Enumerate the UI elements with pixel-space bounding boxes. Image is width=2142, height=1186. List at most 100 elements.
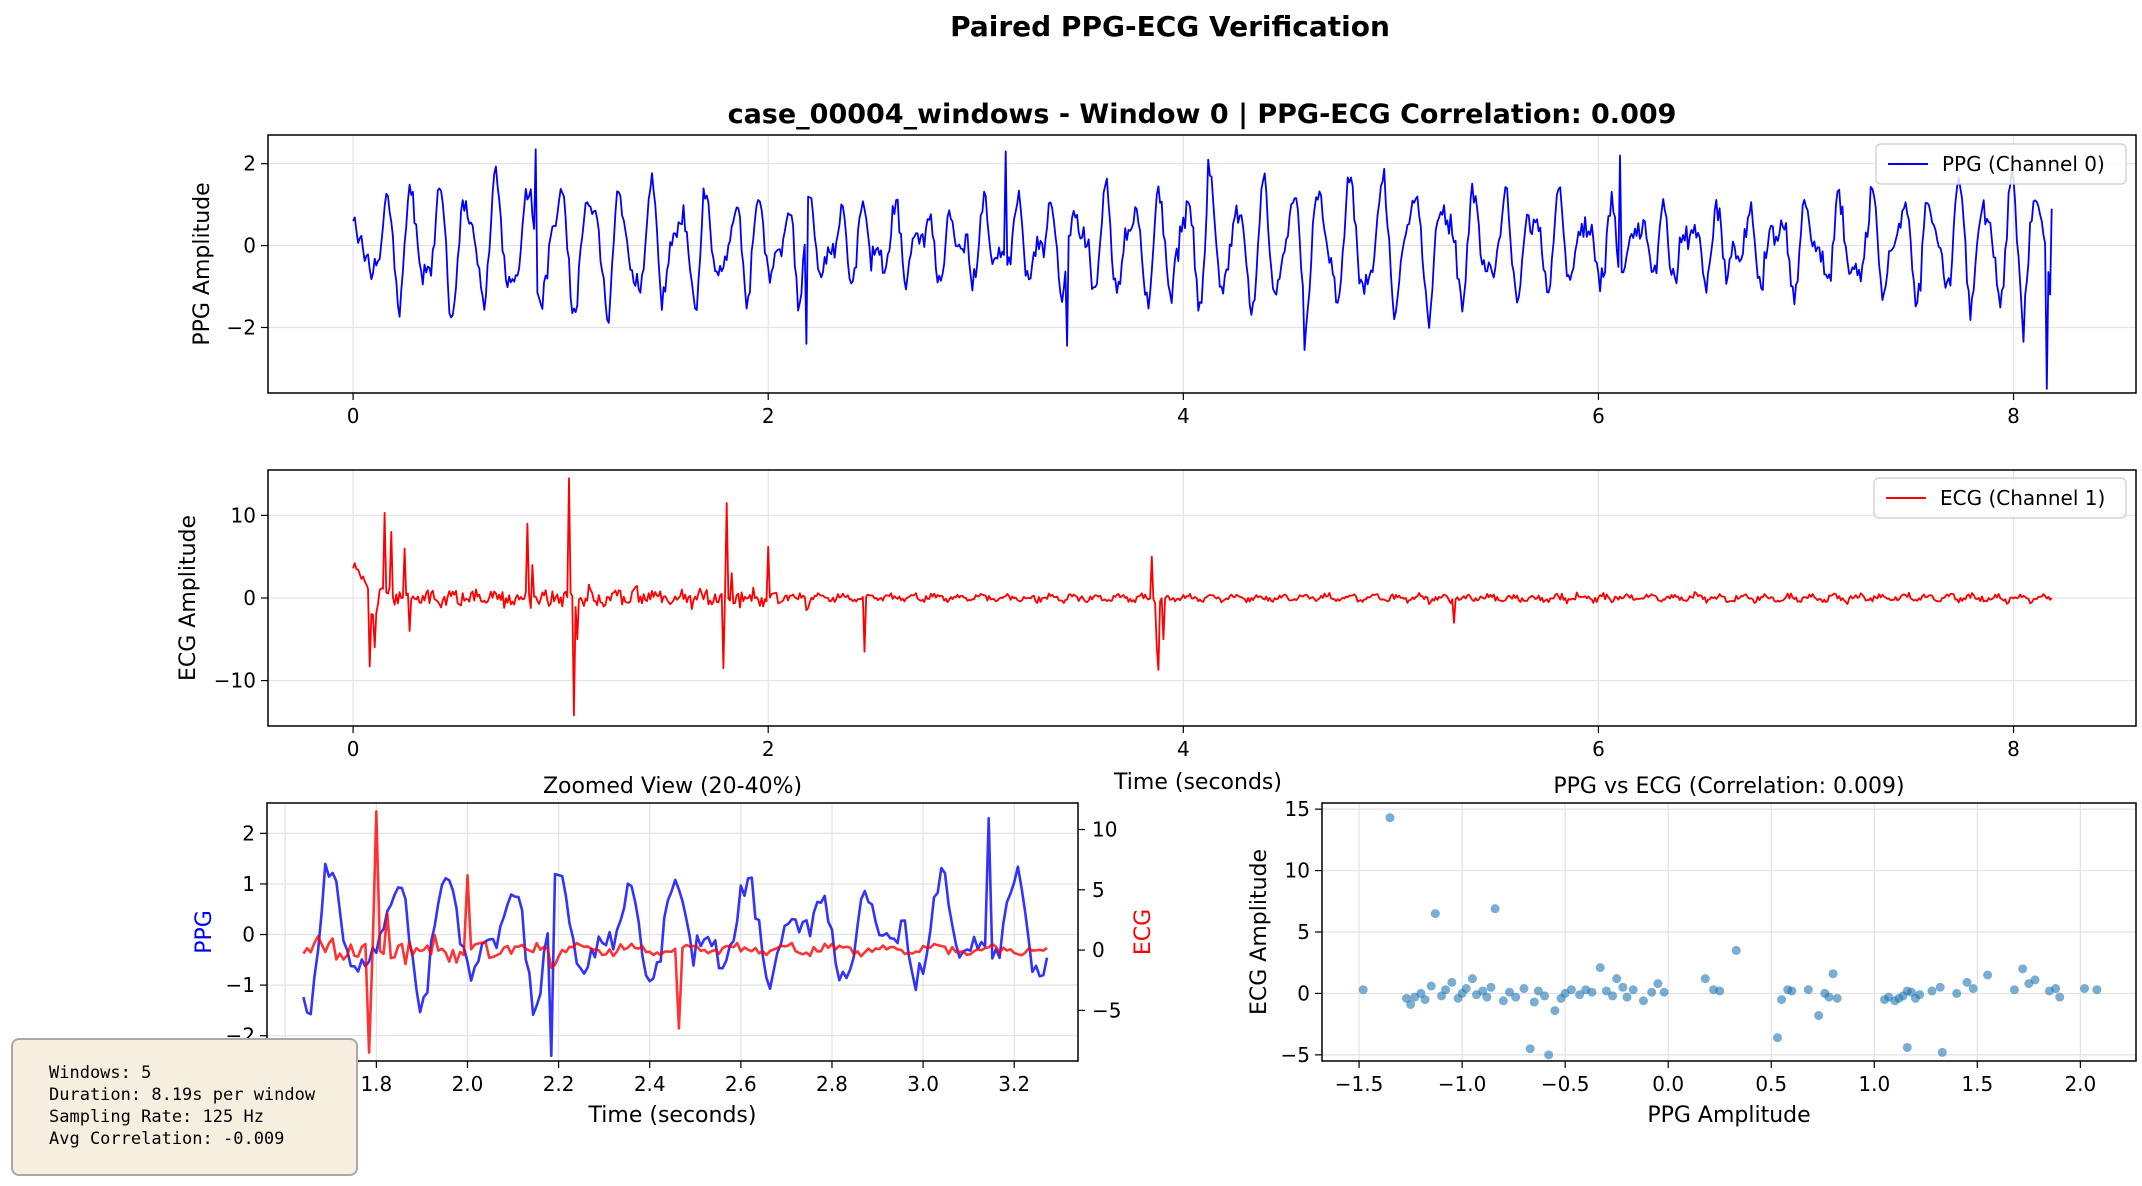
scatter-point [1490, 904, 1500, 914]
scatter-point [1787, 986, 1797, 996]
ecg-full-axes: 0 2 4 6 8 −10 0 10 Time (seconds) ECG Amplitude EC… [176, 469, 2137, 795]
y-tick-label: 0 [243, 586, 256, 610]
scatter-point [1927, 986, 1937, 996]
scatter-point [1832, 993, 1842, 1003]
scatter-point [1935, 982, 1945, 992]
y-tick-label: 15 [1285, 797, 1310, 821]
x-tick-label: 6 [1592, 737, 1605, 761]
x-tick-label: 1.8 [360, 1072, 392, 1096]
scatter-point [1700, 974, 1710, 984]
x-tick-label: 2.0 [452, 1072, 484, 1096]
scatter-point [1612, 974, 1622, 984]
scatter-point [1486, 982, 1496, 992]
scatter-axes: −1.5 −1.0 −0.5 0.0 0.5 1.0 1.5 2.0 −5 0 5 10 15 PPG v… [1247, 774, 2137, 1128]
scatter-point [1915, 990, 1925, 1000]
x-tick-label: 1.0 [1858, 1072, 1890, 1096]
axes-frame [267, 469, 2137, 727]
scatter-point [1482, 992, 1492, 1002]
x-tick-label: −1.0 [1438, 1072, 1487, 1096]
scatter-point [1426, 981, 1436, 991]
legend-label: ECG (Channel 1) [1940, 486, 2105, 510]
zoom-ppg-line [302, 816, 1049, 1058]
zoom-ylabel: PPG [192, 910, 217, 954]
x-tick-label: 2.2 [543, 1072, 575, 1096]
x-tick-label: 4 [1177, 404, 1190, 428]
scatter-point [2055, 992, 2065, 1002]
scatter-point [1505, 987, 1515, 997]
scatter-point [1962, 977, 1972, 987]
zoom-ecg-line [302, 810, 1048, 1054]
y2-tick-label: 10 [1092, 818, 1117, 842]
zoom-y2label: ECG [1131, 909, 1156, 955]
axes-frame [266, 802, 1079, 1062]
scatter-point [1430, 909, 1440, 919]
y-tick-label: 1 [242, 872, 255, 896]
scatter-point [2009, 985, 2019, 995]
y-tick-label: 2 [243, 152, 256, 176]
scatter-point [1659, 987, 1669, 997]
x-tick-label: 2.8 [816, 1072, 848, 1096]
zoom-title: Zoomed View (20-40%) [543, 774, 802, 799]
info-windows: Windows: 5 [49, 1063, 152, 1083]
scatter-point [1777, 995, 1787, 1005]
x-tick-label: 2.6 [725, 1072, 757, 1096]
scatter-point [1647, 987, 1657, 997]
scatter-point [2092, 985, 2102, 995]
x-tick-label: −1.5 [1335, 1072, 1384, 1096]
x-tick-label: −0.5 [1541, 1072, 1590, 1096]
scatter-point [1824, 992, 1834, 1002]
legend-box [1873, 477, 2127, 519]
x-tick-label: 2.4 [634, 1072, 666, 1096]
x-tick-label: 0 [347, 737, 360, 761]
scatter-point [1814, 1011, 1824, 1021]
scatter-point [2018, 964, 2028, 974]
x-tick-label: 6 [1592, 404, 1605, 428]
x-tick-label: 0.5 [1755, 1072, 1787, 1096]
scatter-point [1628, 985, 1638, 995]
y-tick-label: 0 [243, 234, 256, 258]
scatter-xlabel: PPG Amplitude [1647, 1103, 1810, 1128]
scatter-point [1533, 986, 1543, 996]
y2-tick-label: 0 [1092, 938, 1105, 962]
scatter-point [1575, 990, 1585, 1000]
scatter-ylabel: ECG Amplitude [1247, 849, 1272, 1015]
info-duration: Duration: 8.19s per window [49, 1085, 316, 1105]
scatter-point [1772, 1033, 1782, 1043]
scatter-point [2030, 975, 2040, 985]
scatter-point [1828, 969, 1838, 979]
y-tick-label: 10 [1285, 859, 1310, 883]
x-tick-label: 8 [2007, 737, 2020, 761]
ppg-full-axes: 0 2 4 6 8 −2 0 2 case_00004_windows - Window 0 |… [190, 99, 2137, 428]
scatter-point [1587, 987, 1597, 997]
scatter-point [1715, 986, 1725, 996]
figure-title: Paired PPG-ECG Verification [950, 10, 1390, 43]
y-tick-label: −10 [214, 669, 256, 693]
zoom-xlabel: Time (seconds) [588, 1103, 757, 1128]
y-tick-label: 0 [1297, 981, 1310, 1005]
x-tick-label: 4 [1177, 737, 1190, 761]
x-tick-label: 3.2 [998, 1072, 1030, 1096]
x-tick-label: 0.0 [1652, 1072, 1684, 1096]
y-tick-label: 10 [231, 503, 256, 527]
axes-frame [1321, 802, 2137, 1062]
scatter-point [1653, 979, 1663, 989]
ecg-series-line [352, 477, 2053, 717]
scatter-point [1601, 986, 1611, 996]
info-sampling-rate: Sampling Rate: 125 Hz [49, 1107, 264, 1127]
scatter-title: PPG vs ECG (Correlation: 0.009) [1553, 774, 1904, 799]
legend-label: PPG (Channel 0) [1942, 152, 2105, 176]
y-tick-label: −1 [226, 973, 255, 997]
scatter-point [1406, 999, 1416, 1009]
scatter-point [1618, 982, 1628, 992]
scatter-point [1968, 984, 1978, 994]
scatter-point [1511, 992, 1521, 1002]
ppg-axes-title: case_00004_windows - Window 0 | PPG-ECG … [728, 99, 1677, 130]
ppg-series-line [352, 148, 2053, 390]
scatter-point [1566, 985, 1576, 995]
scatter-point [1385, 813, 1395, 823]
x-tick-label: 2 [762, 404, 775, 428]
scatter-point [1544, 1050, 1554, 1060]
scatter-point [1519, 984, 1529, 994]
y-tick-label: −5 [1281, 1043, 1310, 1067]
